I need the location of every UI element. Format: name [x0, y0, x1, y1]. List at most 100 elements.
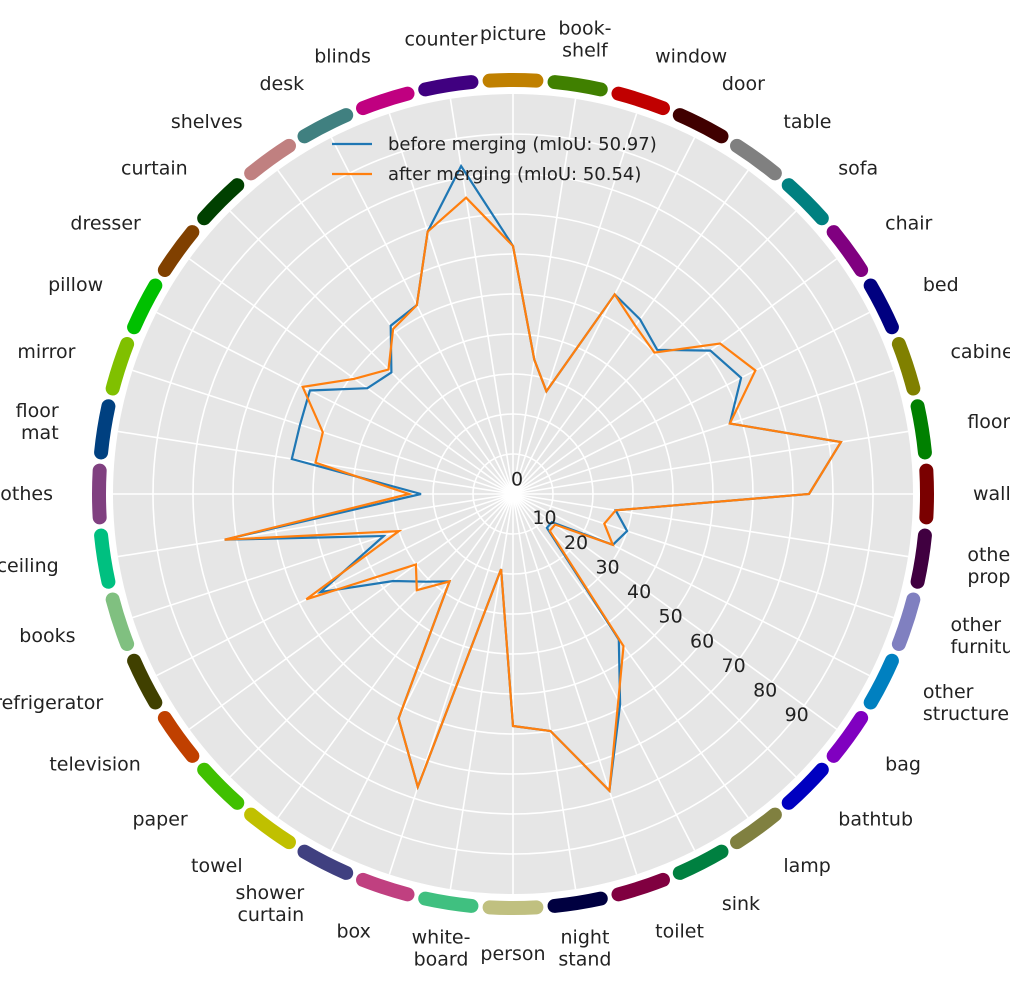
- r-tick-label: 40: [627, 581, 651, 603]
- rim-segment: [356, 872, 415, 902]
- rim-segment: [157, 711, 200, 763]
- category-label: bag: [885, 753, 921, 775]
- category-label: person: [480, 943, 545, 965]
- category-label: bathtub: [838, 808, 913, 830]
- rim-segment: [197, 762, 245, 810]
- rim-segment: [127, 653, 163, 710]
- rim-segment: [547, 891, 608, 913]
- category-label: wall: [973, 483, 1010, 505]
- rim-segment: [611, 872, 670, 902]
- category-label: toilet: [655, 920, 704, 942]
- category-label: night stand: [558, 926, 611, 970]
- rim-segment: [356, 86, 415, 116]
- rim-segment: [482, 900, 544, 915]
- legend-label: before merging (mIoU: 50.97): [388, 134, 657, 155]
- category-label: ceiling: [0, 555, 59, 577]
- grid-spoke: [188, 258, 514, 495]
- category-label: lamp: [783, 855, 831, 877]
- category-label: mirror: [17, 341, 75, 363]
- r-tick-label: 0: [511, 469, 523, 491]
- radial-tick-labels: 0 10 20 30 40 50 60 70 80 90: [511, 469, 809, 727]
- grid-spoke: [388, 113, 514, 495]
- rim-segment: [418, 75, 479, 97]
- rim-segment: [547, 75, 608, 97]
- r-tick-label: 10: [532, 507, 556, 529]
- rim-segment: [863, 278, 899, 335]
- category-label: other structure: [923, 681, 1009, 725]
- rim-segment: [92, 463, 107, 525]
- category-label: box: [336, 920, 370, 942]
- grid-spoke: [188, 493, 514, 730]
- grid-spoke: [512, 493, 909, 558]
- rim-segment: [910, 528, 932, 589]
- rim-segment: [730, 138, 782, 181]
- grid-spoke: [277, 169, 514, 495]
- data-series: [224, 163, 843, 794]
- rim-segment: [611, 86, 670, 116]
- grid-spoke: [117, 493, 514, 558]
- r-tick-label: 20: [564, 532, 588, 554]
- rim-segment: [297, 108, 354, 144]
- category-label: door: [722, 73, 765, 95]
- grid-spoke: [156, 311, 514, 495]
- category-label: blinds: [314, 46, 371, 68]
- grid-spoke: [330, 493, 514, 851]
- rim-segment: [891, 337, 921, 396]
- grid-spoke: [512, 493, 749, 819]
- r-tick-label: 50: [659, 606, 683, 628]
- grid-spoke: [229, 210, 514, 495]
- grid-spoke: [512, 258, 838, 495]
- category-label: cabinet: [950, 341, 1010, 363]
- rim-segment: [919, 463, 934, 525]
- grid-spoke: [512, 369, 894, 495]
- rim-segment: [94, 528, 116, 589]
- rim-segment: [105, 592, 135, 651]
- rim-segment: [672, 844, 729, 880]
- grid-spoke: [512, 98, 577, 495]
- category-label: towel: [191, 855, 243, 877]
- category-label: refrigerator: [0, 692, 103, 714]
- r-tick-label: 60: [690, 630, 714, 652]
- category-labels: wall floor cabinet bed chair sofa table door win…: [0, 18, 1010, 971]
- category-label: shower curtain: [236, 882, 305, 926]
- r-tick-label: 30: [595, 556, 619, 578]
- rim-segment: [94, 399, 116, 460]
- grid-spoke: [512, 137, 696, 495]
- rim-segment: [826, 711, 869, 763]
- grid-spoke: [512, 113, 638, 495]
- r-tick-label: 80: [753, 680, 777, 702]
- rim-segment: [730, 807, 782, 850]
- grid-spoke: [512, 493, 797, 778]
- r-tick-label: 70: [722, 655, 746, 677]
- category-label: picture: [480, 23, 546, 45]
- rim-segment: [418, 891, 479, 913]
- grid-spoke: [512, 493, 870, 677]
- rim-segment: [244, 138, 296, 181]
- grid-spoke: [512, 493, 838, 730]
- rim-segment: [781, 762, 829, 810]
- rim-segment: [157, 225, 200, 277]
- rim-segment: [781, 178, 829, 226]
- category-label: pillow: [48, 274, 103, 296]
- category-label: window: [655, 46, 727, 68]
- grid-spoke: [512, 493, 894, 619]
- r-tick-label: 90: [785, 704, 809, 726]
- category-label: counter: [404, 29, 477, 51]
- category-color-rim: [92, 73, 934, 915]
- rim-segment: [297, 844, 354, 880]
- category-label: floor: [967, 411, 1010, 433]
- category-label: dresser: [70, 213, 141, 235]
- grid-spoke: [512, 493, 638, 875]
- category-label: clothes: [0, 483, 53, 505]
- category-label: books: [19, 625, 75, 647]
- rim-segment: [863, 653, 899, 710]
- category-label: desk: [260, 73, 305, 95]
- rim-segment: [244, 807, 296, 850]
- category-label: table: [783, 111, 831, 133]
- legend: before merging (mIoU: 50.97) after mergin…: [332, 134, 657, 185]
- rim-segment: [672, 108, 729, 144]
- category-label: book-shelf: [558, 18, 611, 62]
- category-label: curtain: [121, 158, 188, 180]
- category-label: otherprop: [967, 544, 1010, 588]
